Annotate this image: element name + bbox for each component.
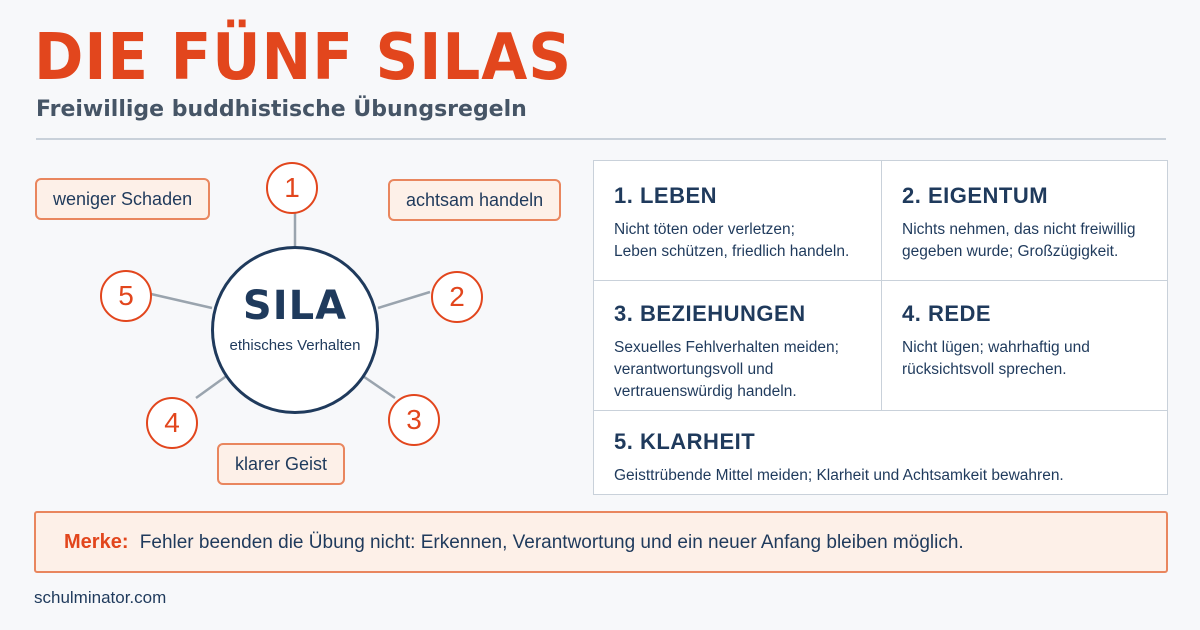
- footer-source: schulminator.com: [34, 588, 167, 607]
- precept-card-5: 5. KLARHEIT Geisttrübende Mittel meiden;…: [594, 411, 1167, 494]
- number-badge-3: 3: [388, 394, 440, 446]
- precept-text: Nichts nehmen, das nicht freiwillig gege…: [902, 221, 1136, 260]
- connector-2: [377, 290, 431, 310]
- number-badge-5: 5: [100, 270, 152, 322]
- precept-text: Nicht töten oder verletzen; Leben schütz…: [614, 221, 850, 260]
- tag-weniger-schaden: weniger Schaden: [35, 178, 211, 220]
- tag-klarer-geist: klarer Geist: [217, 443, 346, 485]
- note-box: Merke: Fehler beenden die Übung nicht: E…: [34, 511, 1168, 573]
- precept-card-1: 1. LEBEN Nicht töten oder verletzen; Leb…: [594, 161, 882, 281]
- precept-title: 4. REDE: [902, 301, 992, 326]
- precept-title: 1. LEBEN: [614, 183, 718, 208]
- page-subtitle: Freiwillige buddhistische Übungsregeln: [36, 97, 527, 122]
- page-title: DIE FÜNF SILAS: [34, 21, 573, 95]
- precepts-grid: 1. LEBEN Nicht töten oder verletzen; Leb…: [593, 160, 1168, 495]
- precept-card-2: 2. EIGENTUM Nichts nehmen, das nicht fre…: [882, 161, 1167, 281]
- precept-text: Geisttrübende Mittel meiden; Klarheit un…: [614, 467, 1064, 484]
- hub-subtitle: ethisches Verhalten: [229, 337, 361, 354]
- precept-text: Nicht lügen; wahrhaftig und rücksichtsvo…: [902, 339, 1090, 378]
- precept-title: 2. EIGENTUM: [902, 183, 1049, 208]
- precept-title: 3. BEZIEHUNGEN: [614, 301, 806, 326]
- precept-title: 5. KLARHEIT: [614, 429, 756, 454]
- number-badge-1: 1: [266, 162, 318, 214]
- sila-diagram: SILA ethisches Verhalten 1 2 3 4 5 wenig…: [0, 150, 580, 500]
- sila-hub: SILA ethisches Verhalten: [211, 246, 379, 414]
- number-badge-2: 2: [431, 271, 483, 323]
- precept-card-4: 4. REDE Nicht lügen; wahrhaftig und rück…: [882, 281, 1167, 411]
- precept-card-3: 3. BEZIEHUNGEN Sexuelles Fehlverhalten m…: [594, 281, 882, 411]
- hub-title: SILA: [242, 283, 348, 329]
- note-text: Fehler beenden die Übung nicht: Erkennen…: [139, 532, 964, 553]
- tag-achtsam-handeln: achtsam handeln: [388, 179, 562, 221]
- divider: [36, 138, 1166, 140]
- connector-5: [150, 292, 213, 310]
- precept-text: Sexuelles Fehlverhalten meiden; verantwo…: [614, 339, 839, 400]
- note-label: Merke:: [64, 531, 129, 553]
- number-badge-4: 4: [146, 397, 198, 449]
